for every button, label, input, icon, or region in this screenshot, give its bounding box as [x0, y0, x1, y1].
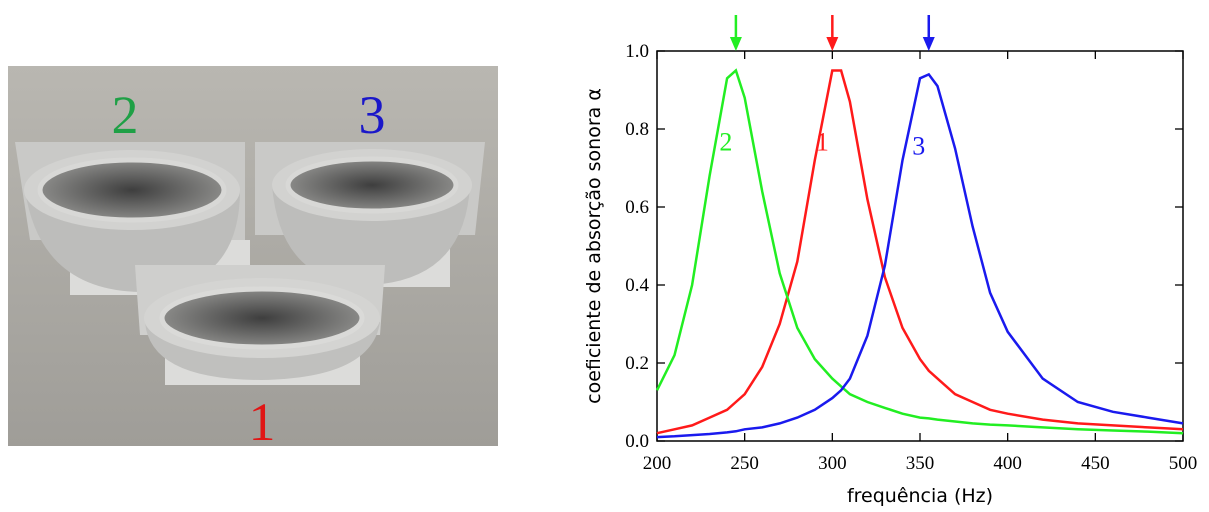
y-tick-label: 0.4 [625, 275, 649, 296]
peak-arrow-head [922, 37, 935, 51]
curve-label: 3 [912, 131, 925, 160]
series-line [656, 69, 1184, 435]
y-tick-label: 0.6 [625, 197, 649, 218]
x-tick-label: 250 [730, 453, 759, 474]
photo [8, 66, 498, 446]
x-tick-label: 350 [906, 453, 935, 474]
y-tick-label: 1.0 [625, 41, 649, 62]
plot-frame [656, 50, 1184, 442]
peak-arrow-head [729, 37, 742, 51]
curve-label: 1 [816, 128, 829, 157]
photo-label: 1 [249, 392, 276, 452]
y-tick-label: 0.8 [625, 119, 649, 140]
y-tick-label: 0.2 [625, 353, 649, 374]
x-tick-label: 450 [1081, 453, 1110, 474]
photo-label: 3 [359, 85, 386, 145]
y-tick-label: 0.0 [625, 431, 649, 452]
x-tick-label: 500 [1169, 453, 1198, 474]
x-tick-label: 200 [643, 453, 672, 474]
x-tick-label: 300 [818, 453, 847, 474]
y-axis-label: coeficiente de absorção sonora α [583, 88, 605, 404]
peak-arrow-head [826, 37, 839, 51]
photo-label: 2 [112, 85, 139, 145]
curve-label: 2 [719, 128, 732, 157]
x-axis-label: frequência (Hz) [847, 485, 993, 507]
x-tick-label: 400 [993, 453, 1022, 474]
plot-area [656, 50, 1184, 442]
series-line [655, 68, 1184, 435]
series-line [656, 72, 1184, 439]
